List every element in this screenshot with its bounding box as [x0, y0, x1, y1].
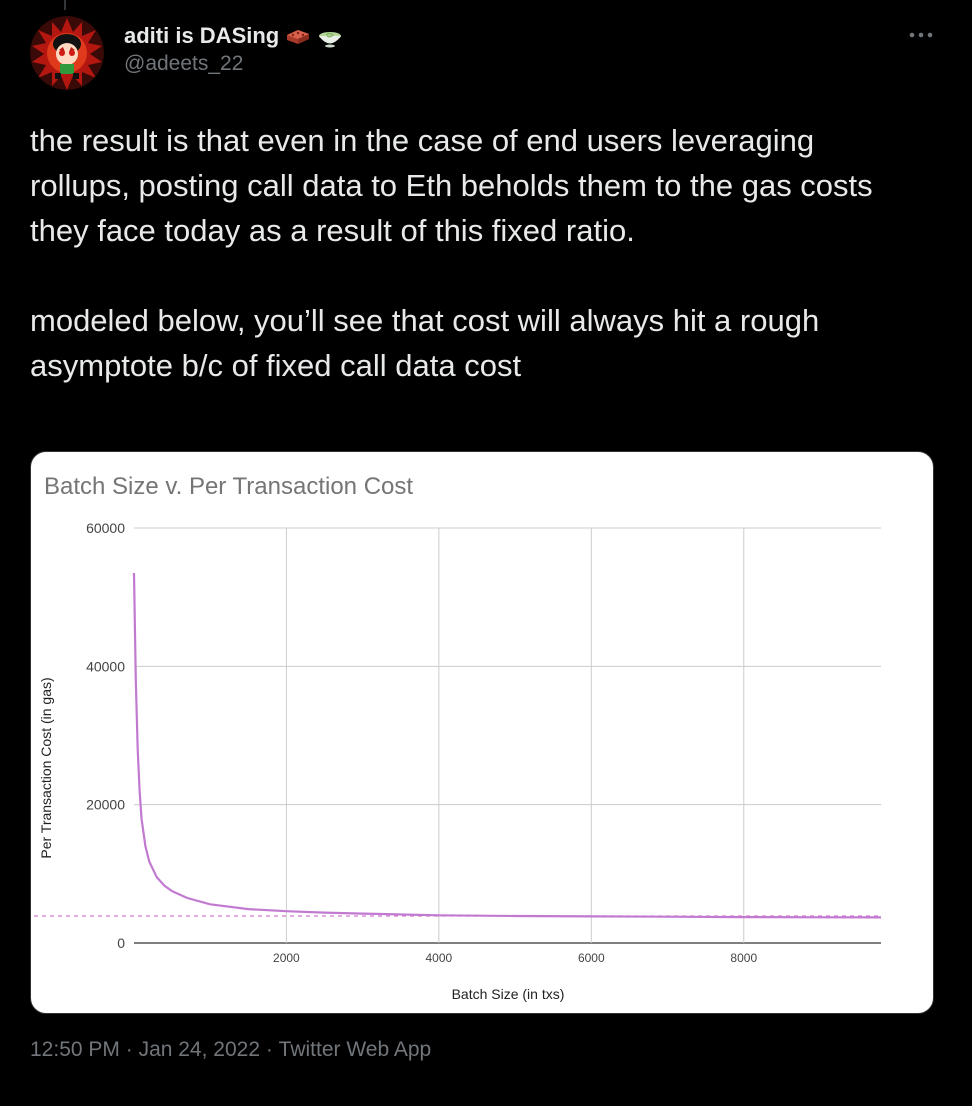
avatar[interactable] [30, 16, 104, 90]
display-name-row: aditi is DASing [124, 20, 343, 52]
chart-canvas: Batch Size v. Per Transaction Cost 0 2000… [34, 473, 882, 1002]
chart-series [34, 572, 882, 919]
tweet-paragraph-2: modeled below, you’ll see that cost will… [30, 303, 828, 383]
more-options-button[interactable] [906, 20, 936, 50]
more-dots-icon [909, 32, 933, 38]
chart-image[interactable]: Batch Size v. Per Transaction Cost 0 2000… [30, 451, 934, 1014]
x-tick-label: 6000 [578, 951, 605, 965]
x-tick-label: 8000 [730, 951, 757, 965]
y-tick-label: 40000 [86, 658, 125, 674]
chart-axes: 0 20000 40000 60000 2000 4000 6000 8000 [86, 520, 757, 965]
x-tick-label: 2000 [273, 951, 300, 965]
tweet-timestamp-row: 12:50 PM · Jan 24, 2022 · Twitter Web Ap… [30, 1038, 431, 1062]
avatar-image [30, 16, 104, 90]
tweet-header: aditi is DASing @adeets_22 [124, 20, 343, 76]
timestamp-separator-2: · [260, 1038, 279, 1061]
display-name[interactable]: aditi is DASing [124, 23, 280, 48]
timestamp-separator-1: · [119, 1038, 139, 1061]
y-tick-label: 20000 [86, 797, 125, 813]
y-tick-label: 0 [117, 935, 125, 951]
tweet-text: the result is that even in the case of e… [30, 118, 910, 388]
y-axis-label: Per Transaction Cost (in gas) [38, 677, 54, 858]
chart-title: Batch Size v. Per Transaction Cost [44, 473, 413, 500]
x-axis-label: Batch Size (in txs) [452, 986, 565, 1002]
brick-icon [287, 30, 310, 44]
tweet-source[interactable]: Twitter Web App [278, 1038, 432, 1061]
y-tick-label: 60000 [86, 520, 125, 536]
user-handle[interactable]: @adeets_22 [124, 52, 244, 75]
series-line [132, 572, 882, 919]
thread-connector-line [64, 0, 66, 10]
tweet-date[interactable]: Jan 24, 2022 [138, 1038, 260, 1061]
matcha-bowl-icon [319, 32, 342, 48]
tweet-time[interactable]: 12:50 PM [30, 1038, 120, 1061]
chart-grid [134, 527, 881, 944]
tweet-paragraph-1: the result is that even in the case of e… [30, 123, 882, 248]
x-tick-label: 4000 [426, 951, 453, 965]
